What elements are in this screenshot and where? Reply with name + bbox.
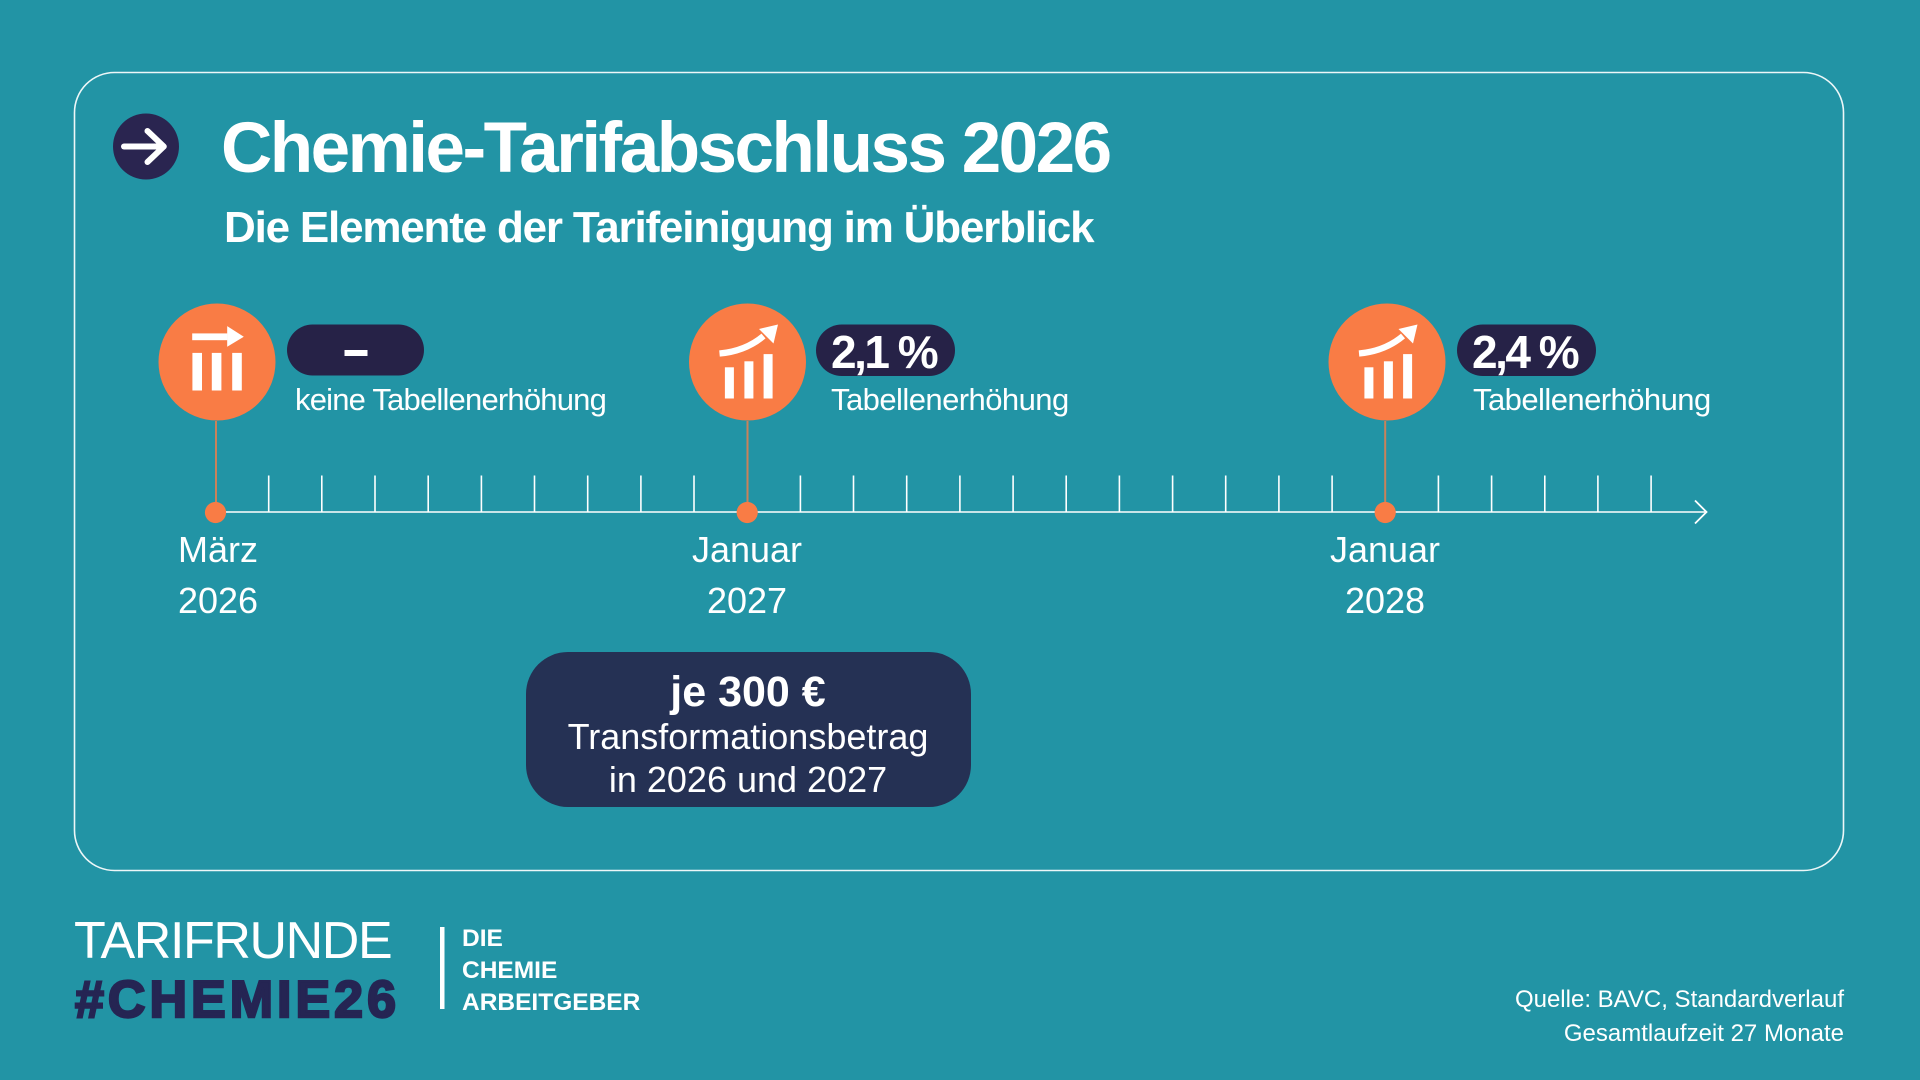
svg-text:je 300 €: je 300 € [669, 668, 825, 716]
svg-text:Tabellenerhöhung: Tabellenerhöhung [1473, 382, 1711, 417]
svg-text:Januar: Januar [1330, 529, 1440, 570]
svg-text:Januar: Januar [692, 529, 802, 570]
svg-text:TARIFRUNDE: TARIFRUNDE [74, 912, 391, 970]
svg-text:Quelle: BAVC, Standardverlauf: Quelle: BAVC, Standardverlauf [1515, 986, 1844, 1013]
svg-text:Gesamtlaufzeit 27 Monate: Gesamtlaufzeit 27 Monate [1564, 1020, 1844, 1047]
svg-text:2028: 2028 [1345, 580, 1425, 621]
svg-text:2,4 %: 2,4 % [1472, 326, 1579, 378]
svg-text:keine Tabellenerhöhung: keine Tabellenerhöhung [295, 382, 606, 417]
svg-text:DIE: DIE [462, 925, 503, 952]
svg-text:Die Elemente der Tarifeinigung: Die Elemente der Tarifeinigung im Überbl… [224, 203, 1095, 252]
svg-text:Chemie-Tarifabschluss 2026: Chemie-Tarifabschluss 2026 [221, 109, 1110, 188]
svg-text:ARBEITGEBER: ARBEITGEBER [462, 989, 641, 1016]
svg-text:CHEMIE: CHEMIE [462, 957, 557, 984]
svg-text:2,1 %: 2,1 % [831, 326, 938, 378]
svg-text:in 2026 und 2027: in 2026 und 2027 [609, 759, 887, 800]
svg-text:März: März [178, 529, 258, 570]
svg-text:2027: 2027 [707, 580, 787, 621]
svg-text:2026: 2026 [178, 580, 258, 621]
svg-text:Transformationsbetrag: Transformationsbetrag [568, 716, 929, 757]
svg-text:Tabellenerhöhung: Tabellenerhöhung [831, 382, 1069, 417]
svg-text:#CHEMIE26: #CHEMIE26 [75, 971, 400, 1029]
